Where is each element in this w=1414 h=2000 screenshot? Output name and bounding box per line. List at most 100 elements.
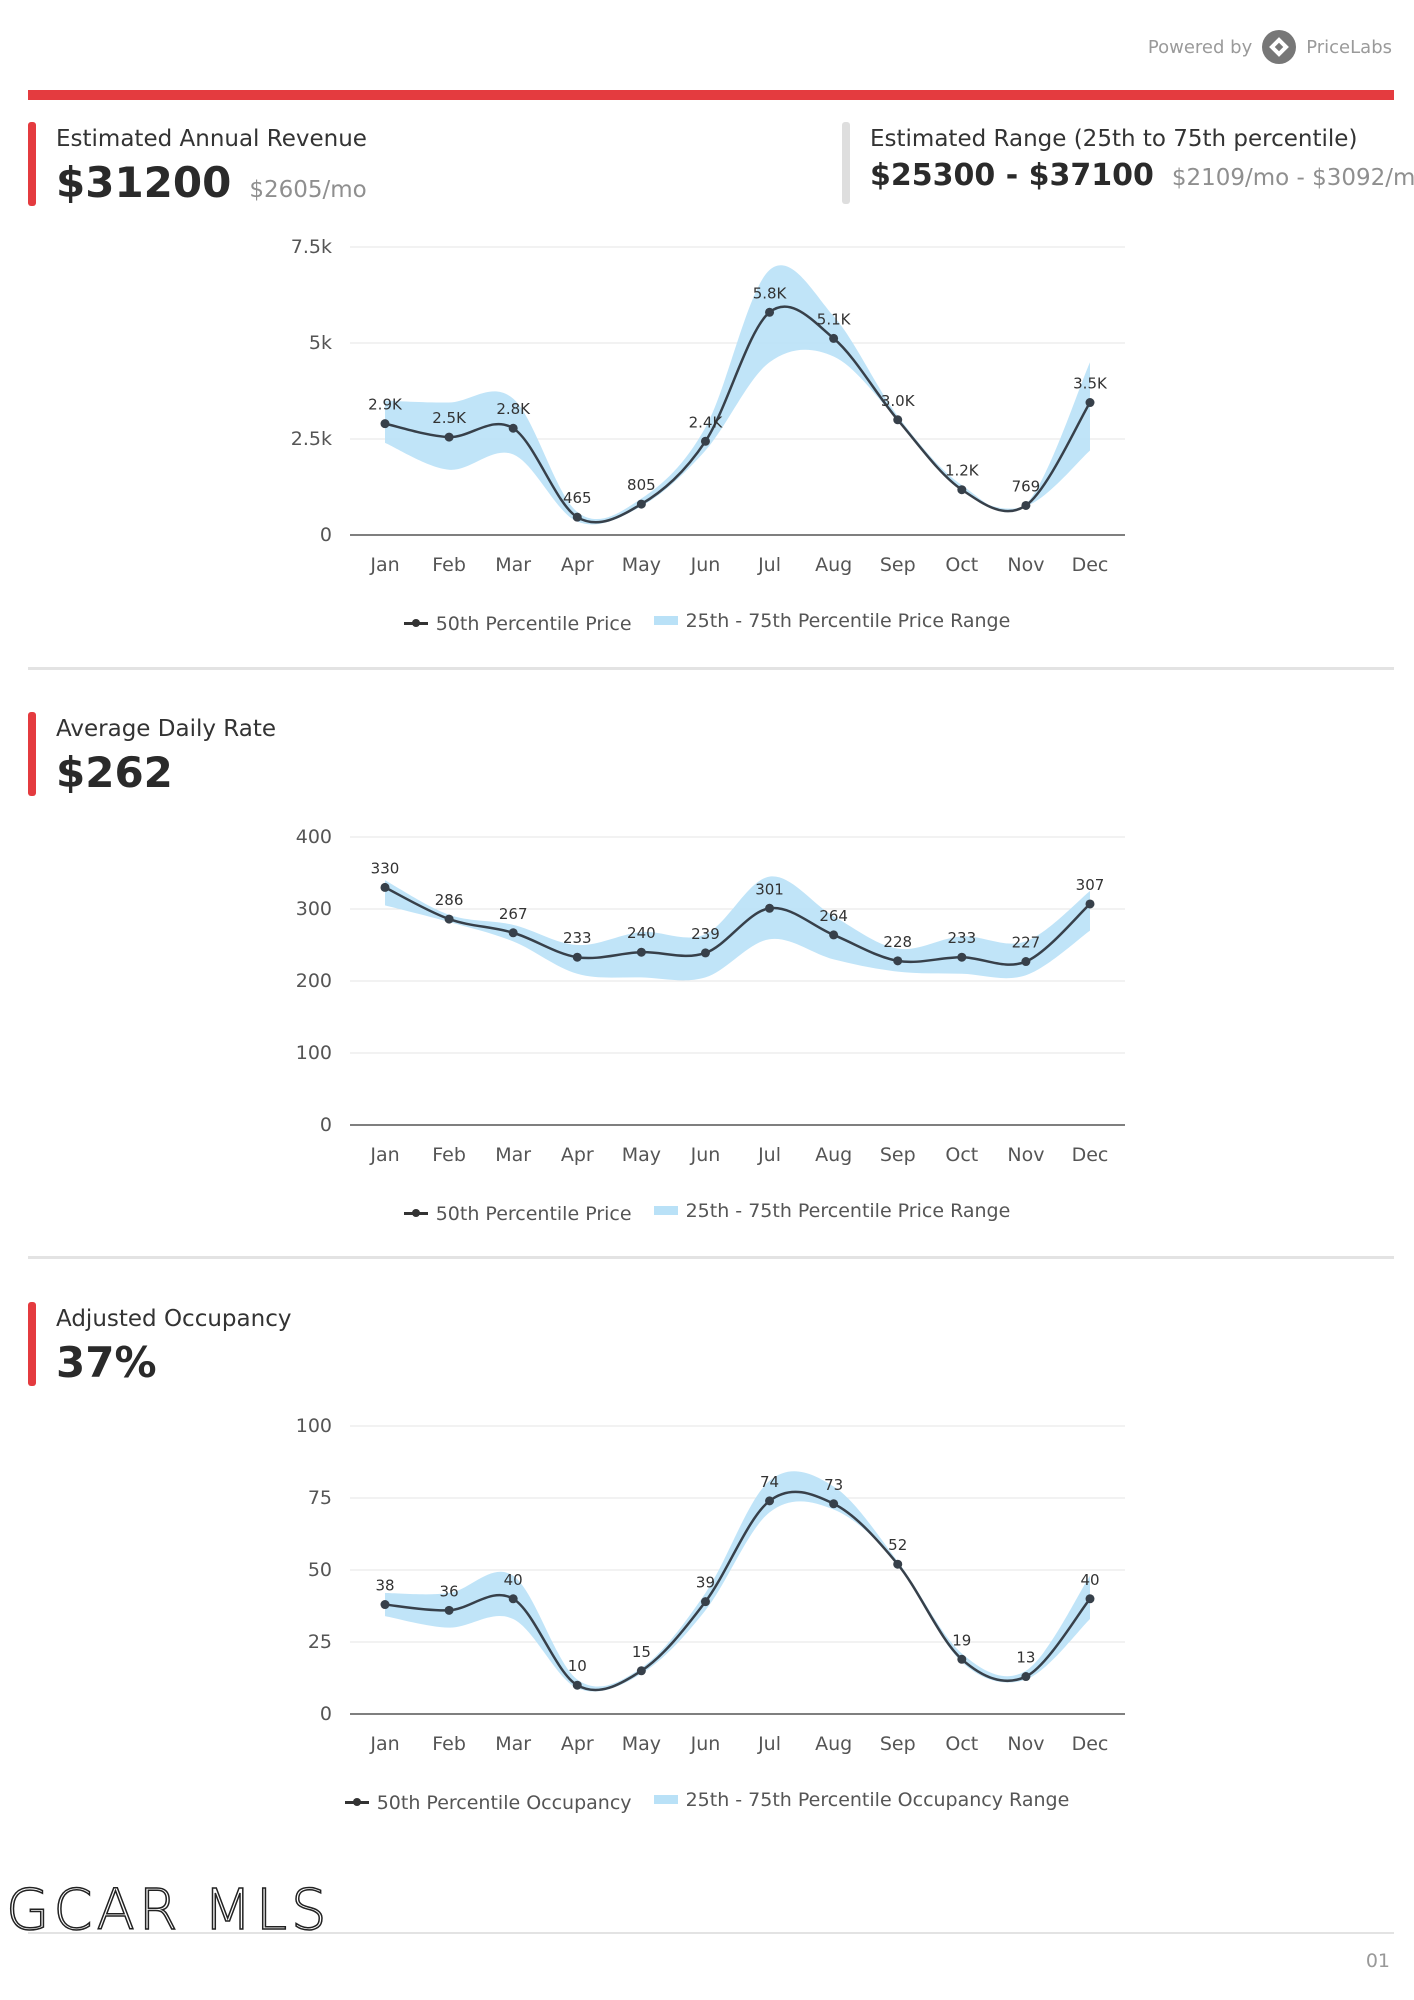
x-tick-label: Aug xyxy=(815,1733,852,1755)
y-tick-label: 300 xyxy=(296,898,332,920)
data-label: 228 xyxy=(883,933,912,951)
x-tick-label: Mar xyxy=(495,1733,531,1755)
occupancy-value: 37% xyxy=(56,1338,157,1387)
revenue-metric: Estimated Annual Revenue $31200 $2605/mo xyxy=(28,122,528,210)
legend-range: 25th - 75th Percentile Occupancy Range xyxy=(653,1789,1069,1811)
y-tick-label: 400 xyxy=(296,826,332,848)
data-label: 2.9K xyxy=(368,396,403,414)
data-point xyxy=(636,947,646,957)
revenue-amount: $31200 xyxy=(56,158,232,207)
y-tick-label: 0 xyxy=(320,524,332,546)
x-tick-label: Apr xyxy=(561,1733,594,1755)
x-tick-label: Mar xyxy=(495,554,531,576)
data-label: 240 xyxy=(627,924,656,942)
data-point xyxy=(1085,1594,1095,1604)
data-label: 40 xyxy=(504,1571,523,1589)
y-tick-label: 0 xyxy=(320,1703,332,1725)
legend-range-label: 25th - 75th Percentile Price Range xyxy=(685,1199,1011,1222)
data-point xyxy=(700,948,710,958)
data-label: 267 xyxy=(499,905,528,923)
data-point xyxy=(957,1654,967,1664)
x-tick-label: Oct xyxy=(945,554,978,576)
y-tick-label: 50 xyxy=(308,1559,332,1581)
x-tick-label: Oct xyxy=(945,1733,978,1755)
x-tick-label: Dec xyxy=(1072,554,1109,576)
data-point xyxy=(893,1559,903,1569)
data-point xyxy=(893,956,903,966)
x-tick-label: Jul xyxy=(757,1733,781,1755)
data-point xyxy=(572,512,582,522)
percentile-range-band xyxy=(385,1471,1090,1692)
x-tick-label: Aug xyxy=(815,1144,852,1166)
data-label: 227 xyxy=(1012,934,1041,952)
range-monthly: $2109/mo - $3092/mo xyxy=(1171,165,1414,191)
y-tick-label: 2.5k xyxy=(291,428,332,450)
adr-value: $262 xyxy=(56,748,173,797)
data-point xyxy=(765,1496,775,1506)
y-tick-label: 7.5k xyxy=(291,236,332,258)
legend-range-label: 25th - 75th Percentile Price Range xyxy=(685,609,1011,632)
occupancy-metric: Adjusted Occupancy 37% xyxy=(28,1302,528,1390)
revenue-label: Estimated Annual Revenue xyxy=(56,126,367,152)
adr-chart: 0 100 200 300 400 Jan Feb Mar Apr May Jun Jul Aug Sep… xyxy=(0,815,1414,1175)
data-label: 264 xyxy=(819,907,848,925)
x-tick-label: Dec xyxy=(1072,1733,1109,1755)
data-point xyxy=(765,903,775,913)
data-point xyxy=(380,1600,390,1610)
data-label: 805 xyxy=(627,476,656,494)
pricelabs-logo-icon xyxy=(1262,30,1297,64)
range-metric: Estimated Range (25th to 75th percentile… xyxy=(842,122,1414,210)
y-tick-label: 25 xyxy=(308,1631,332,1653)
x-tick-label: Sep xyxy=(880,1733,916,1755)
data-label: 73 xyxy=(824,1476,843,1494)
data-label: 301 xyxy=(755,880,784,898)
x-tick-label: Jul xyxy=(757,1144,781,1166)
legend-median-label: 50th Percentile Occupancy xyxy=(376,1791,632,1814)
x-tick-label: Jan xyxy=(369,1144,399,1166)
y-tick-label: 0 xyxy=(320,1114,332,1136)
data-label: 15 xyxy=(632,1643,651,1661)
data-label: 233 xyxy=(563,929,592,947)
x-tick-label: Jun xyxy=(690,1144,721,1166)
revenue-chart-legend: 50th Percentile Price 25th - 75th Percen… xyxy=(0,608,1414,635)
data-point xyxy=(380,419,390,429)
data-label: 2.5K xyxy=(432,409,467,427)
y-tick-label: 100 xyxy=(296,1415,332,1437)
adr-chart-legend: 50th Percentile Price 25th - 75th Percen… xyxy=(0,1198,1414,1225)
data-label: 36 xyxy=(440,1582,459,1600)
occupancy-chart-legend: 50th Percentile Occupancy 25th - 75th Pe… xyxy=(0,1787,1414,1814)
powered-by: Powered by PriceLabs xyxy=(1148,30,1392,64)
revenue-chart: 0 2.5k 5k 7.5k Jan Feb Mar Apr May Jun Jul Aug Sep Oc… xyxy=(0,225,1414,585)
data-label: 233 xyxy=(947,929,976,947)
x-tick-label: Jun xyxy=(690,554,721,576)
data-point xyxy=(1021,1672,1031,1682)
data-point xyxy=(829,930,839,940)
data-point xyxy=(893,415,903,425)
adr-label: Average Daily Rate xyxy=(56,716,277,742)
data-point xyxy=(572,952,582,962)
data-point xyxy=(508,423,518,433)
powered-by-label: Powered by xyxy=(1147,36,1253,58)
metric-marker xyxy=(28,712,36,796)
data-point xyxy=(380,882,390,892)
legend-median-label: 50th Percentile Price xyxy=(435,612,632,635)
data-label: 1.2K xyxy=(945,462,980,480)
data-point xyxy=(636,499,646,509)
data-point xyxy=(636,1666,646,1676)
legend-median-label: 50th Percentile Price xyxy=(435,1202,632,1225)
range-amount: $25300 - $37100 xyxy=(870,158,1154,193)
section-divider xyxy=(28,667,1394,670)
legend-median: 50th Percentile Occupancy xyxy=(344,1791,632,1814)
data-point xyxy=(700,1597,710,1607)
data-label: 10 xyxy=(568,1657,587,1675)
range-label: Estimated Range (25th to 75th percentile… xyxy=(870,126,1358,152)
legend-range: 25th - 75th Percentile Price Range xyxy=(653,609,1011,632)
data-point xyxy=(1085,398,1095,408)
percentile-range-band xyxy=(385,265,1090,525)
x-tick-label: Oct xyxy=(945,1144,978,1166)
x-tick-label: Sep xyxy=(880,1144,916,1166)
x-tick-label: Aug xyxy=(815,554,852,576)
range-value: $25300 - $37100 $2109/mo - $3092/mo xyxy=(870,158,1414,193)
data-point xyxy=(829,1499,839,1509)
footer-divider xyxy=(28,1932,1394,1934)
